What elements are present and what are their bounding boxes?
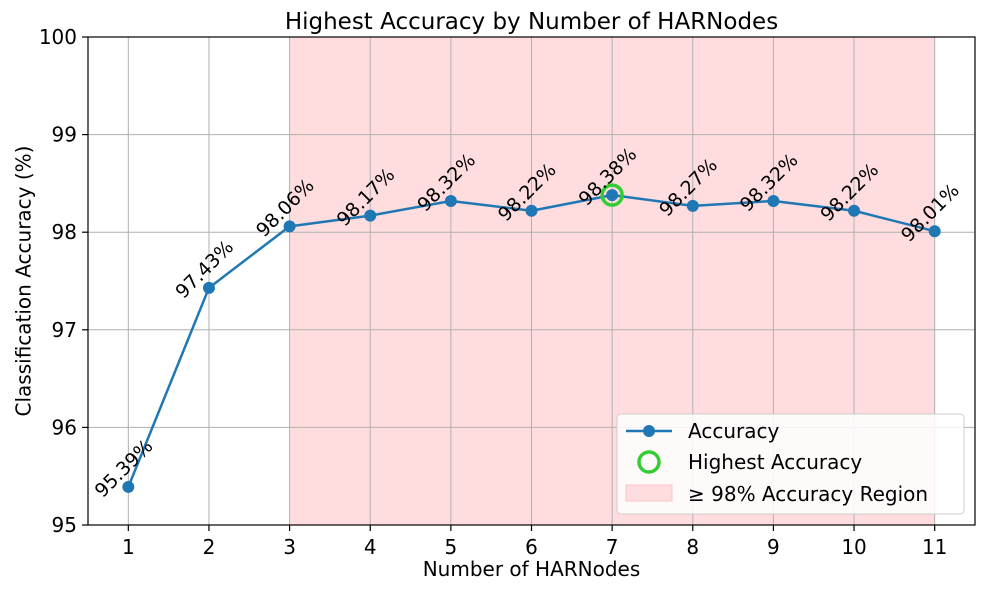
accuracy-point (767, 194, 780, 207)
legend-region-swatch (625, 484, 673, 502)
x-tick-label: 1 (122, 535, 135, 559)
y-tick-label: 98 (52, 220, 77, 244)
y-tick-label: 97 (52, 318, 77, 342)
legend-accuracy-marker (643, 425, 655, 437)
accuracy-point (202, 281, 215, 294)
y-axis-label: Classification Accuracy (%) (12, 146, 36, 417)
axis-layer: 1 2 3 4 5 6 7 8 9 10 11 95 96 97 98 99 100 (39, 25, 948, 559)
x-tick-label: 11 (922, 535, 947, 559)
accuracy-point (928, 225, 941, 238)
x-tick-label: 10 (841, 535, 866, 559)
data-label: 97.43% (171, 236, 238, 303)
x-tick-label: 3 (283, 535, 296, 559)
y-tick-label: 100 (39, 25, 77, 49)
y-tick-label: 96 (52, 415, 77, 439)
accuracy-point (283, 220, 296, 233)
x-tick-label: 7 (606, 535, 619, 559)
x-tick-label: 6 (525, 535, 538, 559)
x-tick-label: 9 (767, 535, 780, 559)
accuracy-point (122, 480, 135, 493)
accuracy-point (444, 194, 457, 207)
series-layer (122, 183, 941, 493)
accuracy-point (686, 199, 699, 212)
legend: Accuracy Highest Accuracy ≥ 98% Accuracy… (616, 413, 965, 515)
legend-highlight-label: Highest Accuracy (688, 450, 862, 474)
y-tick-label: 95 (52, 513, 77, 537)
legend-highlight-marker (637, 450, 661, 474)
x-tick-label: 2 (203, 535, 216, 559)
x-tick-label: 5 (444, 535, 457, 559)
accuracy-point (364, 209, 377, 222)
legend-box (616, 413, 965, 515)
legend-accuracy-label: Accuracy (688, 419, 779, 443)
accuracy-point (606, 189, 619, 202)
highest-accuracy-marker (600, 183, 624, 207)
data-label: 95.39% (91, 435, 158, 502)
y-tick-label: 99 (52, 123, 77, 147)
x-tick-label: 8 (686, 535, 699, 559)
accuracy-point (525, 204, 538, 217)
x-axis-label: Number of HARNodes (423, 557, 641, 581)
accuracy-point (848, 204, 861, 217)
legend-region-label: ≥ 98% Accuracy Region (688, 482, 928, 506)
x-tick-label: 4 (364, 535, 377, 559)
chart-title: Highest Accuracy by Number of HARNodes (285, 9, 778, 35)
